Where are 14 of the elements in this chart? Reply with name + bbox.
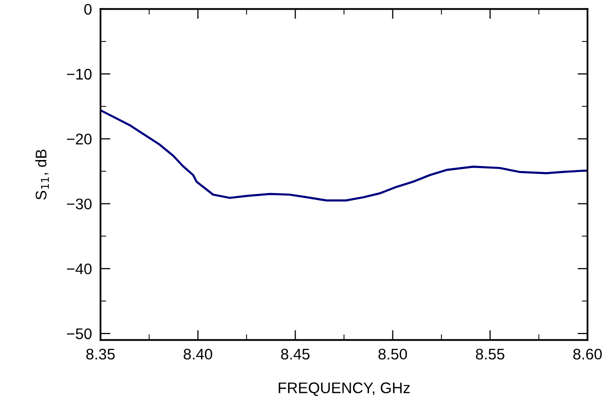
x-tick-label: 8.45	[281, 348, 310, 360]
x-tick-label: 8.35	[86, 348, 115, 360]
y-tick-label: 0	[84, 4, 92, 15]
y-tick-label: −30	[67, 198, 92, 210]
x-tick-label: 8.55	[476, 348, 504, 360]
y-tick-label: −20	[67, 134, 92, 144]
y-tick-label: −50	[67, 328, 92, 340]
x-tick-label: 8.60	[573, 348, 602, 360]
y-tick-label: −40	[67, 263, 92, 274]
y-tick-label: −10	[67, 68, 92, 80]
y-axis-title: S$_{11}$, dB	[35, 150, 49, 200]
x-tick-label: 8.40	[184, 348, 212, 360]
x-axis-title: FREQUENCY, GHz	[278, 382, 410, 396]
x-tick-label: 8.50	[378, 348, 407, 360]
